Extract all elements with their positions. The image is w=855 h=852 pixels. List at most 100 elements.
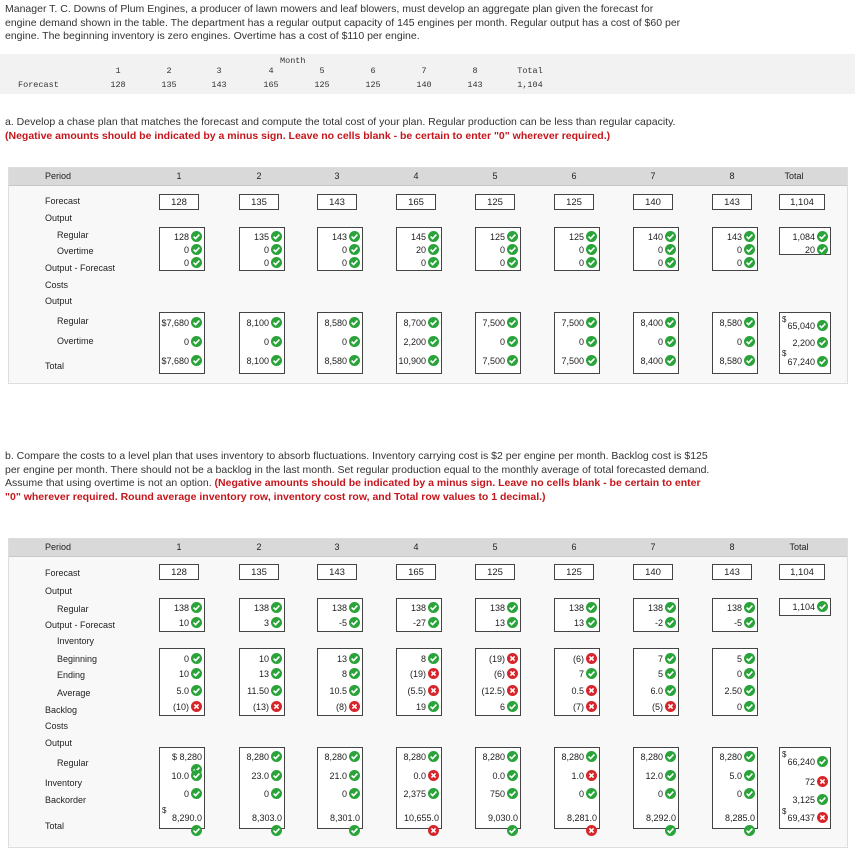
answer-input[interactable]: 8,292.0 [634, 812, 676, 837]
answer-input[interactable]: 8,280 [482, 751, 518, 764]
answer-input[interactable]: 1.0 [571, 770, 597, 783]
answer-input[interactable]: 0 [658, 244, 676, 257]
answer-input[interactable]: 0.0 [492, 770, 518, 783]
answer-input[interactable]: 0 [658, 336, 676, 349]
answer-input[interactable]: 143 [332, 231, 360, 244]
answer-input[interactable]: -27 [413, 617, 439, 630]
answer-input[interactable]: (6) [573, 653, 597, 666]
answer-input[interactable]: 8,280 [719, 751, 755, 764]
answer-input[interactable]: 13 [259, 668, 282, 681]
answer-input[interactable]: 72 [805, 776, 828, 789]
answer-input[interactable]: 10 [179, 668, 202, 681]
answer-input[interactable]: 23.0 [251, 770, 282, 783]
answer-input[interactable]: 8,700 [403, 317, 439, 330]
answer-input[interactable]: 0 [500, 244, 518, 257]
answer-input[interactable]: 9,030.0 [476, 812, 518, 837]
answer-input[interactable]: 0 [342, 257, 360, 270]
answer-input[interactable]: 138 [727, 602, 755, 615]
answer-input[interactable]: 0 [184, 336, 202, 349]
answer-input[interactable]: 0 [500, 336, 518, 349]
answer-input[interactable]: -5 [339, 617, 360, 630]
answer-input[interactable]: 2,375 [403, 788, 439, 801]
answer-input[interactable]: 5 [737, 653, 755, 666]
answer-input[interactable]: 0 [342, 788, 360, 801]
answer-input[interactable]: 10,900 [398, 355, 439, 368]
answer-input[interactable]: 0 [737, 257, 755, 270]
answer-input[interactable]: 0 [658, 788, 676, 801]
answer-input[interactable]: 8,400 [640, 355, 676, 368]
answer-input[interactable]: 128 [174, 231, 202, 244]
answer-input[interactable]: 8,281.0 [555, 812, 597, 837]
answer-input[interactable]: 8,301.0 [318, 812, 360, 837]
answer-input[interactable]: (5) [652, 701, 676, 714]
answer-input[interactable]: 1,104 [792, 601, 828, 614]
answer-input[interactable]: 10 [179, 617, 202, 630]
answer-input[interactable]: 8,100 [246, 317, 282, 330]
answer-input[interactable]: 138 [332, 602, 360, 615]
answer-input[interactable]: (5.5) [407, 685, 439, 698]
answer-input[interactable]: 3,125 [792, 794, 828, 807]
answer-input[interactable]: 0 [264, 336, 282, 349]
answer-input[interactable]: 0 [184, 244, 202, 257]
answer-input[interactable]: 10 [259, 653, 282, 666]
answer-input[interactable]: 8,580 [719, 355, 755, 368]
answer-input[interactable]: 0 [184, 257, 202, 270]
answer-input[interactable]: 8,280 [561, 751, 597, 764]
answer-input[interactable]: 7,500 [561, 355, 597, 368]
answer-input[interactable]: 0 [737, 668, 755, 681]
answer-input[interactable]: -5 [734, 617, 755, 630]
answer-input[interactable]: $ 8,280 [160, 751, 202, 776]
answer-input[interactable]: 8 [421, 653, 439, 666]
answer-input[interactable]: 8,303.0 [240, 812, 282, 837]
answer-input[interactable]: 138 [411, 602, 439, 615]
answer-input[interactable]: 0 [342, 336, 360, 349]
answer-input[interactable]: -2 [655, 617, 676, 630]
answer-input[interactable]: 750 [490, 788, 518, 801]
answer-input[interactable]: 8,285.0 [713, 812, 755, 837]
answer-input[interactable]: 10,655.0 [397, 812, 439, 837]
answer-input[interactable]: 13 [495, 617, 518, 630]
answer-input[interactable]: 125 [569, 231, 597, 244]
answer-input[interactable]: 0 [264, 257, 282, 270]
answer-input[interactable]: (6) [494, 668, 518, 681]
answer-input[interactable]: 0 [579, 336, 597, 349]
answer-input[interactable]: 20 [805, 244, 828, 257]
answer-input[interactable]: 0 [264, 788, 282, 801]
answer-input[interactable]: 10.5 [329, 685, 360, 698]
answer-input[interactable]: 0 [737, 788, 755, 801]
answer-input[interactable]: 8,100 [246, 355, 282, 368]
answer-input[interactable]: 0 [737, 336, 755, 349]
answer-input[interactable]: 3 [264, 617, 282, 630]
answer-input[interactable]: 8,280 [640, 751, 676, 764]
answer-input[interactable]: 7 [579, 668, 597, 681]
answer-input[interactable]: 125 [490, 231, 518, 244]
answer-input[interactable]: $7,680 [161, 355, 202, 368]
answer-input[interactable]: 19 [416, 701, 439, 714]
answer-input[interactable]: 0 [342, 244, 360, 257]
answer-input[interactable]: 8,580 [324, 355, 360, 368]
answer-input[interactable]: 138 [490, 602, 518, 615]
answer-input[interactable]: 67,240 [787, 356, 828, 369]
answer-input[interactable]: 138 [174, 602, 202, 615]
answer-input[interactable]: 0 [184, 653, 202, 666]
answer-input[interactable]: 21.0 [329, 770, 360, 783]
answer-input[interactable]: (8) [336, 701, 360, 714]
answer-input[interactable]: 69,437 [787, 812, 828, 825]
answer-input[interactable]: 7,500 [482, 317, 518, 330]
answer-input[interactable]: 145 [411, 231, 439, 244]
answer-input[interactable]: 138 [648, 602, 676, 615]
answer-input[interactable]: 0 [264, 244, 282, 257]
answer-input[interactable]: 8,280 [324, 751, 360, 764]
answer-input[interactable]: 8,400 [640, 317, 676, 330]
answer-input[interactable]: 0 [579, 244, 597, 257]
answer-input[interactable]: (19) [489, 653, 518, 666]
answer-input[interactable]: 5.0 [176, 685, 202, 698]
answer-input[interactable]: 7 [658, 653, 676, 666]
answer-input[interactable]: 2,200 [403, 336, 439, 349]
answer-input[interactable]: 143 [727, 231, 755, 244]
answer-input[interactable]: 0 [579, 257, 597, 270]
answer-input[interactable]: 0 [421, 257, 439, 270]
answer-input[interactable]: $7,680 [161, 317, 202, 330]
answer-input[interactable]: 2.50 [724, 685, 755, 698]
answer-input[interactable]: 13 [574, 617, 597, 630]
